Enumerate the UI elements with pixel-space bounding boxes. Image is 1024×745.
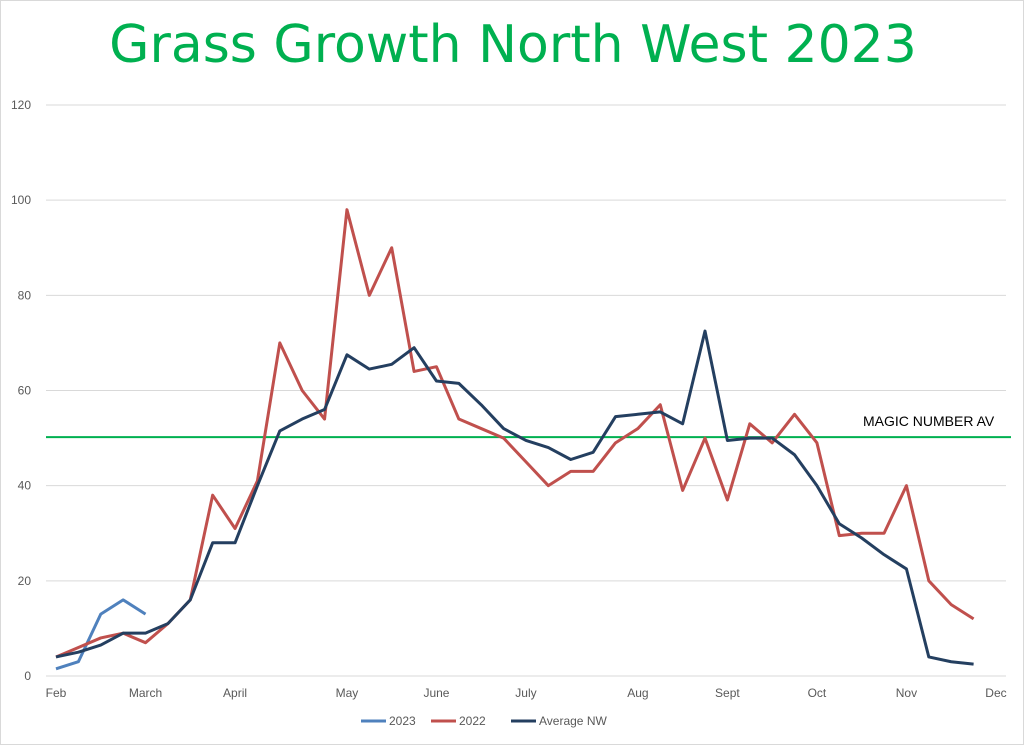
x-tick-label: July: [515, 686, 536, 700]
series-line-2022: [55, 208, 975, 659]
legend-label: Average NW: [539, 714, 607, 728]
y-tick-label: 20: [18, 574, 32, 588]
x-tick-label: Sept: [715, 686, 740, 700]
x-tick-label: Feb: [46, 686, 67, 700]
x-tick-label: Aug: [627, 686, 648, 700]
y-tick-label: 80: [18, 288, 32, 302]
y-tick-label: 60: [18, 384, 32, 398]
legend-label: 2023: [389, 714, 416, 728]
x-tick-label: May: [336, 686, 359, 700]
legend-label: 2022: [459, 714, 486, 728]
series-line-average-nw: [55, 329, 974, 666]
chart-title: Grass Growth North West 2023: [109, 15, 917, 75]
x-tick-label: June: [423, 686, 449, 700]
y-tick-label: 120: [11, 98, 31, 112]
y-tick-label: 0: [24, 669, 31, 683]
x-tick-label: Nov: [896, 686, 917, 700]
x-tick-label: March: [129, 686, 162, 700]
y-tick-label: 100: [11, 193, 31, 207]
y-tick-label: 40: [18, 479, 32, 493]
x-tick-label: April: [223, 686, 247, 700]
x-tick-label: Oct: [808, 686, 827, 700]
x-tick-label: Dec: [985, 686, 1006, 700]
reference-line-label: MAGIC NUMBER AV: [863, 413, 995, 429]
